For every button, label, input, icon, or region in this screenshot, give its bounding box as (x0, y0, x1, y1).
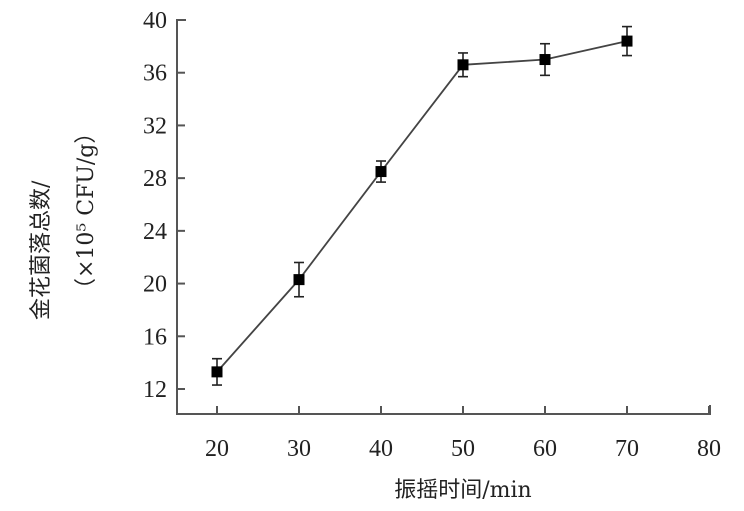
y-axis-title-line1: 金花菌落总数/ (29, 180, 54, 320)
data-point (293, 261, 305, 298)
square-marker (211, 366, 223, 378)
y-axis-title-line2: （×10⁵ CFU/g） (74, 122, 99, 300)
y-tick-label: 40 (143, 8, 167, 34)
x-axis-title: 振摇时间/min (394, 478, 531, 503)
x-tick-label: 80 (697, 436, 721, 462)
series-line (216, 40, 628, 373)
data-point (211, 357, 223, 386)
x-tick-label: 60 (533, 436, 557, 462)
x-tick-label: 20 (205, 436, 229, 462)
data-point (457, 52, 469, 78)
x-tick-label: 70 (615, 436, 639, 462)
y-tick-label: 16 (143, 324, 167, 350)
data-point (621, 25, 633, 57)
data-point (539, 42, 551, 77)
data-point (375, 160, 387, 183)
square-marker (375, 166, 387, 178)
y-tick-label: 32 (143, 113, 167, 139)
y-tick-label: 20 (143, 272, 167, 298)
x-tick-label: 50 (451, 436, 475, 462)
x-axis-ticks: 20 30 40 50 60 70 80 (205, 406, 721, 462)
y-tick-label: 36 (143, 61, 167, 87)
y-tick-label: 28 (143, 166, 167, 192)
y-axis-title: 金花菌落总数/ （×10⁵ CFU/g） (29, 122, 99, 320)
y-tick-label: 12 (143, 377, 167, 403)
square-marker (621, 35, 633, 47)
square-marker (457, 59, 469, 71)
data-series (211, 25, 633, 386)
x-tick-label: 40 (369, 436, 393, 462)
square-marker (539, 54, 551, 66)
x-tick-label: 30 (287, 436, 311, 462)
axes (176, 19, 711, 415)
square-marker (293, 274, 305, 286)
axis-lines (176, 19, 711, 415)
y-tick-label: 24 (143, 219, 167, 245)
y-axis-ticks: 12 16 20 24 28 32 36 40 (143, 8, 185, 403)
